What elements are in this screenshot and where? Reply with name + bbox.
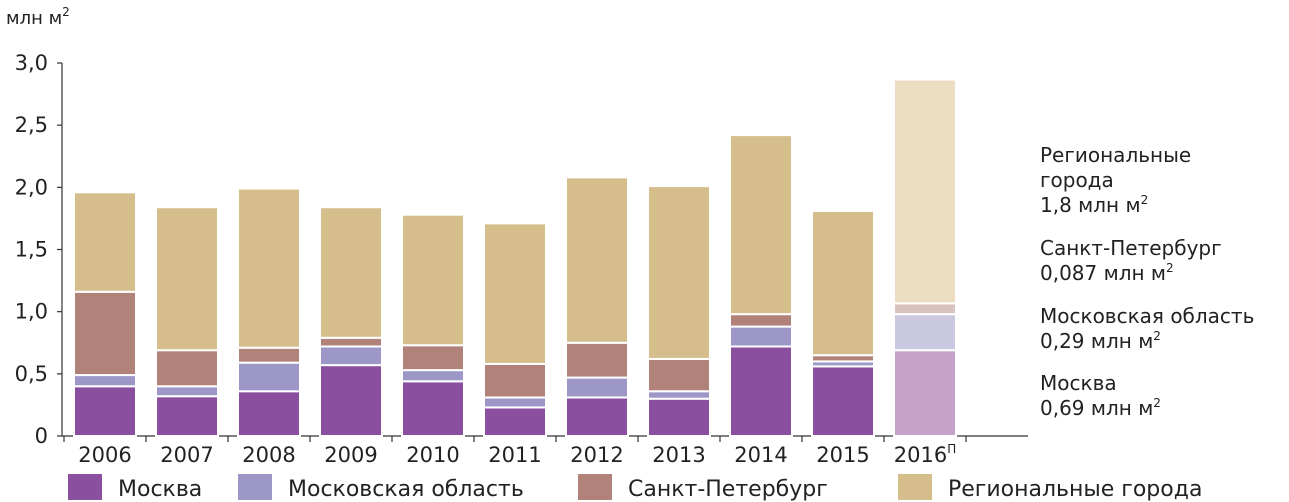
annotation-label: города	[1040, 168, 1114, 192]
bar-segment-2009-3	[319, 206, 383, 339]
bar-segment-2013-3	[647, 185, 711, 360]
y-tick-label: 2,5	[15, 113, 48, 137]
bar-segment-2012-1	[565, 376, 629, 399]
y-axis-unit-label: млн м2	[6, 5, 70, 29]
bar-segment-2011-1	[483, 396, 547, 409]
bar-segment-2010-1	[401, 369, 465, 383]
y-tick-label: 1,5	[15, 238, 48, 262]
y-tick-label: 1,0	[15, 300, 48, 324]
bar-segment-2008-1	[237, 361, 301, 393]
bar-segment-2008-2	[237, 346, 301, 364]
bar-segment-2012-0	[565, 396, 629, 437]
legend-swatch	[238, 474, 272, 500]
bar-segment-2007-2	[155, 349, 219, 388]
y-tick-label: 2,0	[15, 175, 48, 199]
bar-segment-2014-0	[729, 345, 793, 438]
bar-segment-2010-3	[401, 213, 465, 347]
x-tick-label: 2014	[734, 443, 787, 467]
x-tick-label: 2011	[488, 443, 541, 467]
bar-segment-2010-2	[401, 344, 465, 372]
bar-segment-2016-0	[893, 349, 957, 437]
bar-segment-2008-3	[237, 187, 301, 349]
bar-segment-2016-1	[893, 313, 957, 352]
y-tick-label: 0	[35, 424, 48, 448]
bar-segment-2006-2	[73, 290, 137, 377]
bar-segment-2007-3	[155, 206, 219, 352]
bar-segment-2009-1	[319, 345, 383, 367]
annotation-label: Региональные	[1040, 143, 1191, 167]
x-tick-label: 2008	[242, 443, 295, 467]
bar-segment-2015-0	[811, 365, 875, 437]
bar-segment-2009-0	[319, 364, 383, 438]
bar-segment-2014-3	[729, 134, 793, 316]
x-tick-label: 2010	[406, 443, 459, 467]
annotation-value: 0,69 млн м2	[1040, 396, 1161, 420]
bar-segment-2011-2	[483, 362, 547, 399]
bar-segment-2008-0	[237, 390, 301, 437]
bar-segment-2007-0	[155, 395, 219, 438]
annotation-label: Московская область	[1040, 304, 1254, 328]
legend-label: Региональные города	[948, 477, 1202, 502]
bar-segment-2010-0	[401, 380, 465, 437]
legend-label: Санкт-Петербург	[628, 477, 828, 502]
bar-segment-2014-1	[729, 325, 793, 348]
bar-segment-2006-3	[73, 191, 137, 293]
bar-segment-2013-2	[647, 357, 711, 393]
x-tick-label: 2009	[324, 443, 377, 467]
annotation-value: 0,087 млн м2	[1040, 261, 1174, 285]
annotation-label: Москва	[1040, 371, 1117, 395]
bar-segment-2015-3	[811, 209, 875, 357]
legend-label: Московская область	[288, 477, 524, 502]
bar-segment-2006-1	[73, 374, 137, 388]
bar-segment-2006-0	[73, 385, 137, 437]
y-tick-label: 3,0	[15, 51, 48, 75]
legend-swatch	[68, 474, 102, 500]
bar-segment-2013-1	[647, 390, 711, 400]
annotation-label: Санкт-Петербург	[1040, 236, 1222, 260]
bar-segment-2016-3	[893, 78, 957, 305]
x-tick-label: 2012	[570, 443, 623, 467]
annotation-value: 1,8 млн м2	[1040, 193, 1148, 217]
bar-segment-2011-0	[483, 406, 547, 437]
annotation-value: 0,29 млн м2	[1040, 329, 1161, 353]
x-tick-label: 2016П	[894, 442, 956, 467]
bar-segment-2007-1	[155, 385, 219, 398]
x-tick-label: 2013	[652, 443, 705, 467]
x-tick-label: 2007	[160, 443, 213, 467]
bar-segment-2014-2	[729, 313, 793, 328]
x-tick-label: 2006	[78, 443, 131, 467]
y-tick-label: 0,5	[15, 362, 48, 386]
x-tick-label: 2015	[816, 443, 869, 467]
bar-segment-2011-3	[483, 222, 547, 365]
bar-segment-2012-2	[565, 341, 629, 379]
bar-segment-2013-0	[647, 397, 711, 438]
legend-swatch	[578, 474, 612, 500]
legend-label: Москва	[118, 477, 202, 502]
bar-segment-2009-2	[319, 336, 383, 348]
bar-segment-2012-3	[565, 176, 629, 344]
legend-swatch	[898, 474, 932, 500]
bar-segment-2016-2	[893, 302, 957, 316]
